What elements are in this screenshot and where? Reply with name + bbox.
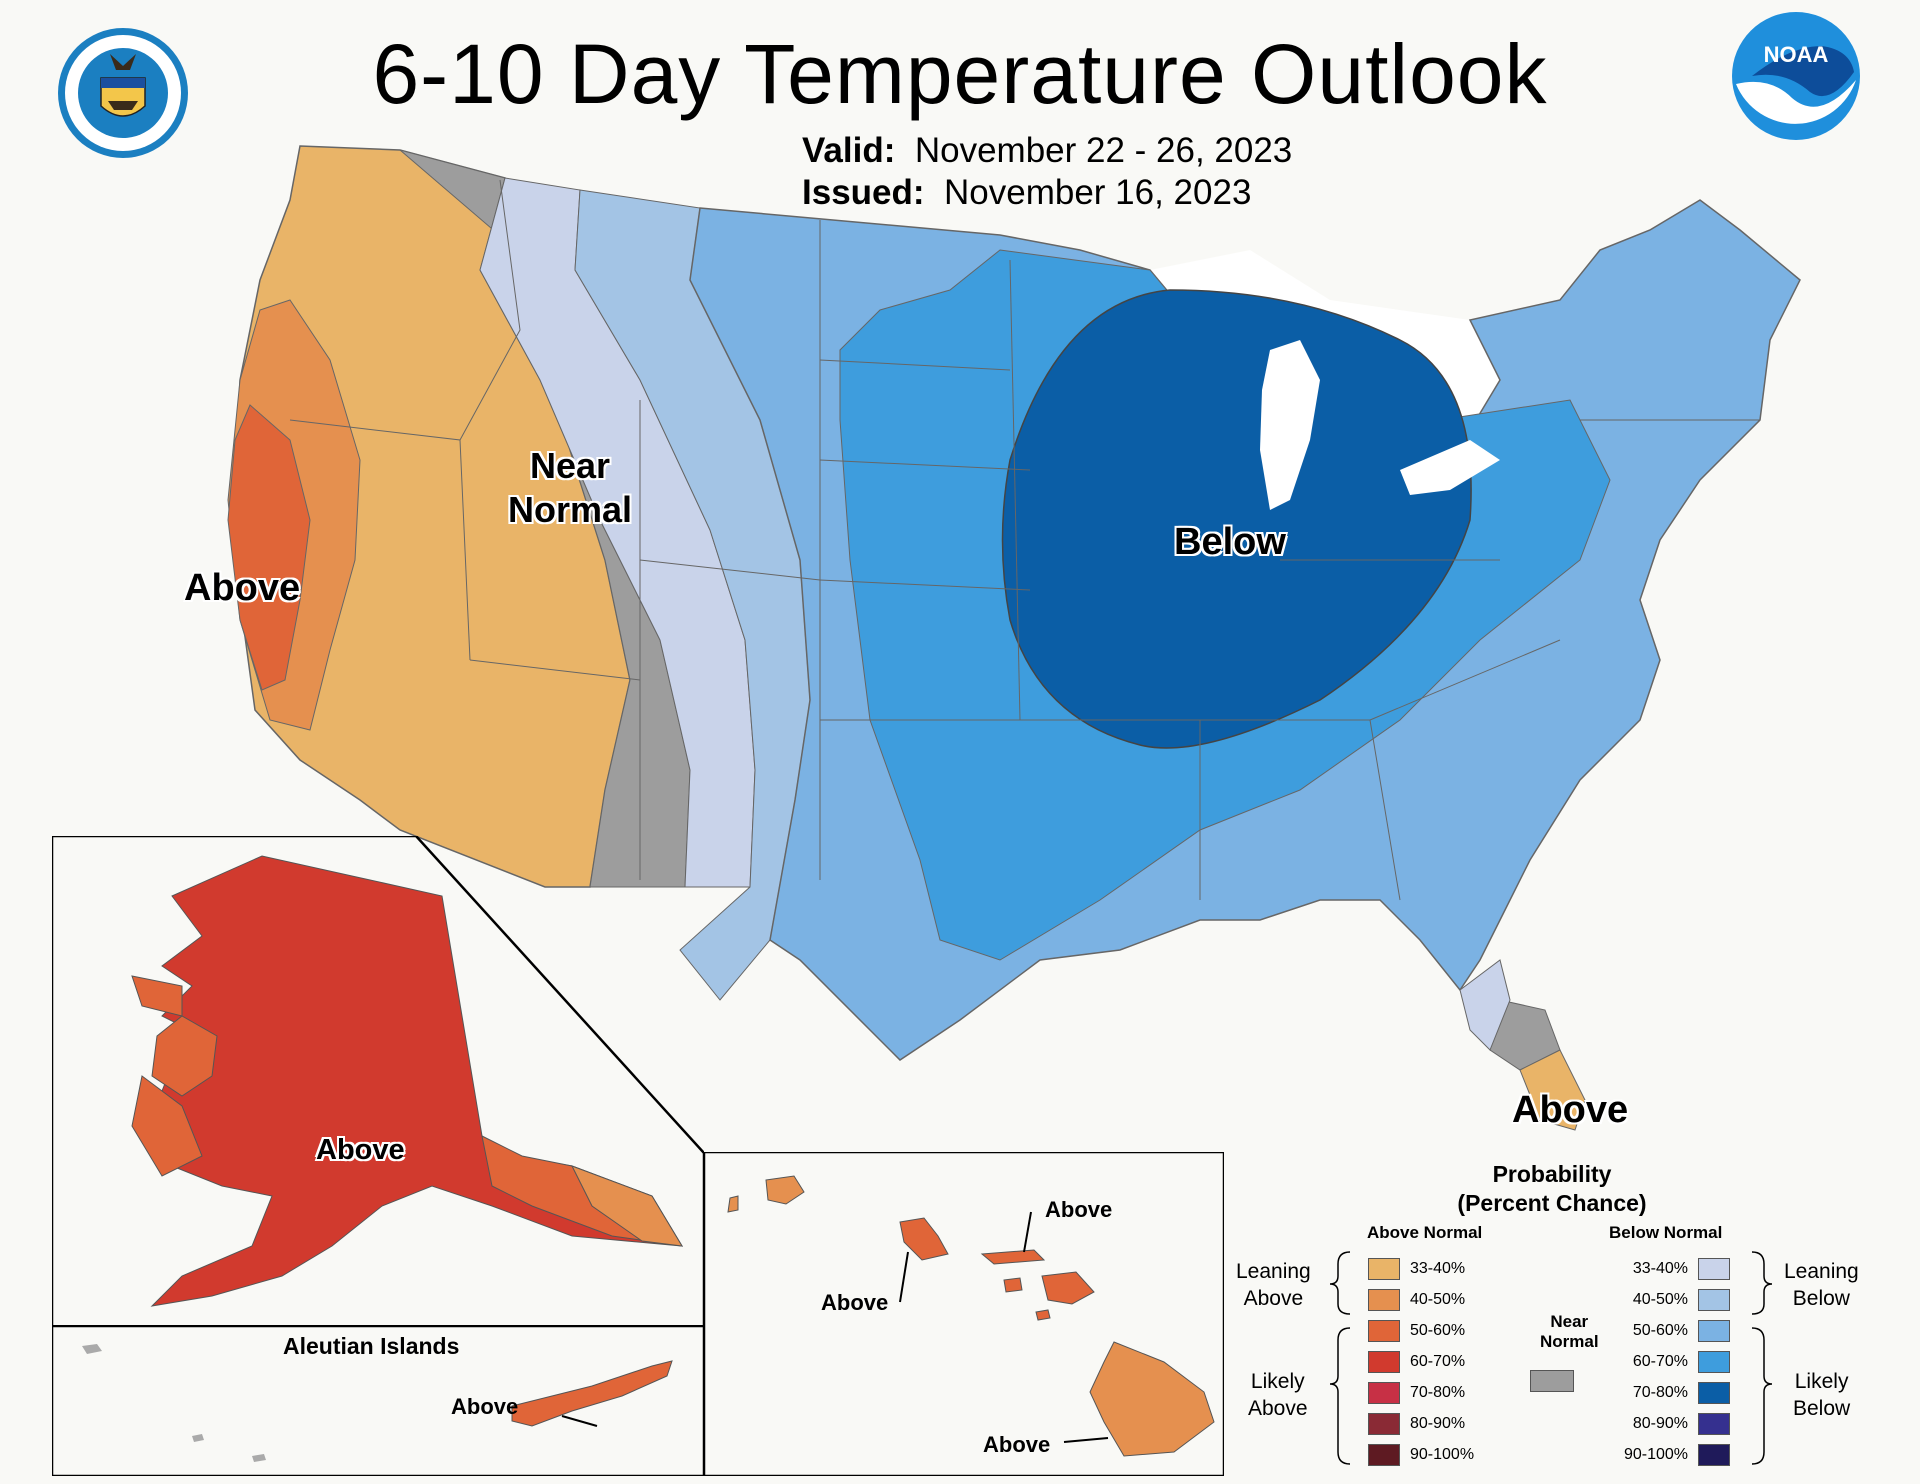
legend-bracket-above xyxy=(1330,1251,1351,1465)
region-florida-lean-below xyxy=(1459,959,1511,1051)
legend-below-row-1: 40-50% xyxy=(1614,1289,1730,1311)
legend-above-swatch-2 xyxy=(1368,1320,1400,1342)
legend-likely-above: Likely Above xyxy=(1248,1370,1308,1420)
legend-above-swatch-3 xyxy=(1368,1351,1400,1373)
validity-block: Valid: November 22 - 26, 2023 Issued: No… xyxy=(802,130,1292,214)
legend-above-row-3: 60-70% xyxy=(1368,1351,1484,1373)
legend-above-row-5: 80-90% xyxy=(1368,1413,1484,1435)
legend-below-swatch-6 xyxy=(1698,1444,1730,1466)
legend-above-swatch-4 xyxy=(1368,1382,1400,1404)
label-above-hawaii-2: Above xyxy=(821,1290,889,1315)
legend-above-swatch-5 xyxy=(1368,1413,1400,1435)
commerce-seal-icon xyxy=(58,28,188,158)
issued-label: Issued: xyxy=(802,173,925,212)
hawaii-kauai xyxy=(765,1175,805,1205)
hawaii-niihau xyxy=(727,1195,739,1213)
legend-near-normal-label: Near Normal xyxy=(1540,1312,1599,1351)
legend-below-row-2: 50-60% xyxy=(1614,1320,1730,1342)
legend-below-swatch-1 xyxy=(1698,1289,1730,1311)
label-above-hawaii-3: Above xyxy=(983,1432,1051,1457)
legend-below-range-0: 33-40% xyxy=(1632,1260,1688,1277)
hawaii-lanai xyxy=(1003,1277,1023,1293)
noaa-logo-icon: NOAA xyxy=(1732,12,1860,140)
hawaii-maui xyxy=(1041,1271,1095,1305)
legend-likely-below: Likely Below xyxy=(1793,1370,1851,1420)
legend-below-range-3: 60-70% xyxy=(1632,1353,1688,1370)
alaska-northwest-50-60 xyxy=(131,975,183,1017)
hawaii-kahoolawe xyxy=(1035,1309,1051,1321)
hawaii-inset xyxy=(704,1152,1224,1476)
aleutian-inset xyxy=(52,1326,704,1476)
legend-below-range-6: 90-100% xyxy=(1623,1446,1688,1463)
legend-above-head: Above Normal xyxy=(1367,1223,1483,1242)
legend-above-row-0: 33-40% xyxy=(1368,1258,1484,1280)
legend-above-swatch-0 xyxy=(1368,1258,1400,1280)
legend-below-row-6: 90-100% xyxy=(1614,1444,1730,1466)
label-below: Below xyxy=(1174,521,1286,563)
legend-below-swatch-2 xyxy=(1698,1320,1730,1342)
legend-bracket-below xyxy=(1751,1251,1772,1465)
hawaii-molokai xyxy=(980,1249,1046,1265)
legend-above-swatch-6 xyxy=(1368,1444,1400,1466)
legend-below-range-2: 50-60% xyxy=(1632,1322,1688,1339)
state-borders xyxy=(289,179,1760,901)
alaska-inset xyxy=(52,836,704,1329)
lake-michigan xyxy=(1260,340,1320,510)
hawaii-big-island xyxy=(1089,1341,1215,1457)
region-above-west-inner xyxy=(227,404,311,691)
legend-leaning-below: Leaning Below xyxy=(1784,1260,1859,1310)
valid-dates: November 22 - 26, 2023 xyxy=(914,131,1293,170)
legend-above-range-4: 70-80% xyxy=(1410,1384,1466,1401)
legend-above-row-6: 90-100% xyxy=(1368,1444,1484,1466)
legend-below-range-1: 40-50% xyxy=(1632,1291,1688,1308)
valid-label: Valid: xyxy=(802,131,896,170)
alaska-west-50-60 xyxy=(151,1015,218,1097)
region-florida-above xyxy=(1519,1049,1586,1131)
legend-above-range-1: 40-50% xyxy=(1410,1291,1466,1308)
legend-above-swatch-1 xyxy=(1368,1289,1400,1311)
legend-above-range-2: 50-60% xyxy=(1410,1322,1466,1339)
label-above-alaska: Above xyxy=(316,1134,405,1166)
page-title: 6-10 Day Temperature Outlook xyxy=(372,27,1548,121)
alaska-east-40-50 xyxy=(570,1165,683,1247)
label-above-aleutian: Above xyxy=(451,1394,519,1419)
legend-below-head: Below Normal xyxy=(1609,1223,1723,1242)
legend-above-row-2: 50-60% xyxy=(1368,1320,1484,1342)
legend-below-swatch-3 xyxy=(1698,1351,1730,1373)
legend-near-normal-swatch xyxy=(1530,1370,1574,1392)
legend-below-row-5: 80-90% xyxy=(1614,1413,1730,1435)
legend-below-swatch-0 xyxy=(1698,1258,1730,1280)
region-below-70-80 xyxy=(1001,289,1472,749)
aleutian-islands xyxy=(511,1360,673,1427)
hawaii-oahu xyxy=(899,1217,949,1261)
label-near-normal: Near Normal xyxy=(508,445,633,530)
legend-above-range-3: 60-70% xyxy=(1410,1353,1466,1370)
legend-leaning-above: Leaning Above xyxy=(1236,1260,1311,1310)
legend-above-row-1: 40-50% xyxy=(1368,1289,1484,1311)
issued-date: November 16, 2023 xyxy=(944,173,1252,212)
aleutian-title: Aleutian Islands xyxy=(283,1333,460,1359)
legend-above-row-4: 70-80% xyxy=(1368,1382,1484,1404)
legend-above-range-5: 80-90% xyxy=(1410,1415,1466,1432)
alaska-sw-50-60 xyxy=(131,1075,203,1177)
legend-title: Probability (Percent Chance) xyxy=(1457,1161,1647,1216)
legend-above-range-6: 90-100% xyxy=(1410,1446,1475,1463)
legend-below-range-4: 70-80% xyxy=(1632,1384,1688,1401)
noaa-logo-text: NOAA xyxy=(1764,42,1829,67)
label-above-west: Above xyxy=(184,567,301,609)
label-above-hawaii-1: Above xyxy=(1045,1197,1113,1222)
legend-below-row-3: 60-70% xyxy=(1614,1351,1730,1373)
legend-below-row-4: 70-80% xyxy=(1614,1382,1730,1404)
legend-below-swatch-5 xyxy=(1698,1413,1730,1435)
legend-above-range-0: 33-40% xyxy=(1410,1260,1466,1277)
lake-erie xyxy=(1400,440,1500,495)
legend-below-row-0: 33-40% xyxy=(1614,1258,1730,1280)
legend-below-range-5: 80-90% xyxy=(1632,1415,1688,1432)
legend-below-swatch-4 xyxy=(1698,1382,1730,1404)
label-above-florida: Above xyxy=(1512,1089,1629,1131)
